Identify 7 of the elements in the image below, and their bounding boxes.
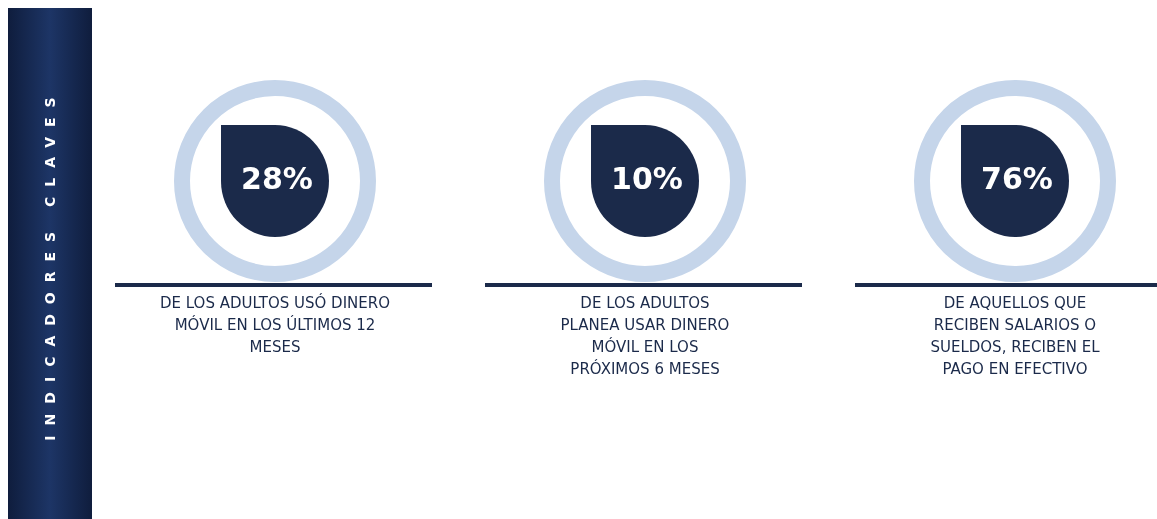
data-label: 10%: [611, 160, 683, 196]
data-label: 76%: [981, 160, 1053, 196]
side-panel: INDICADORES CLAVES: [8, 8, 92, 519]
category-label: DE LOS ADULTOS USÓ DINERO MÓVIL EN LOS ÚLTIMOS 12 MESES: [158, 292, 391, 358]
category-label: DE AQUELLOS QUE RECIBEN SALARIOS O SUELDOS, RECIBEN EL PAGO EN EFECTIVO: [929, 293, 1101, 380]
data-label: 28%: [241, 160, 313, 196]
category-label: DE LOS ADULTOS PLANEA USAR DINERO MÓVIL EN LOS PRÓXIMOS 6 MESES: [559, 293, 731, 380]
